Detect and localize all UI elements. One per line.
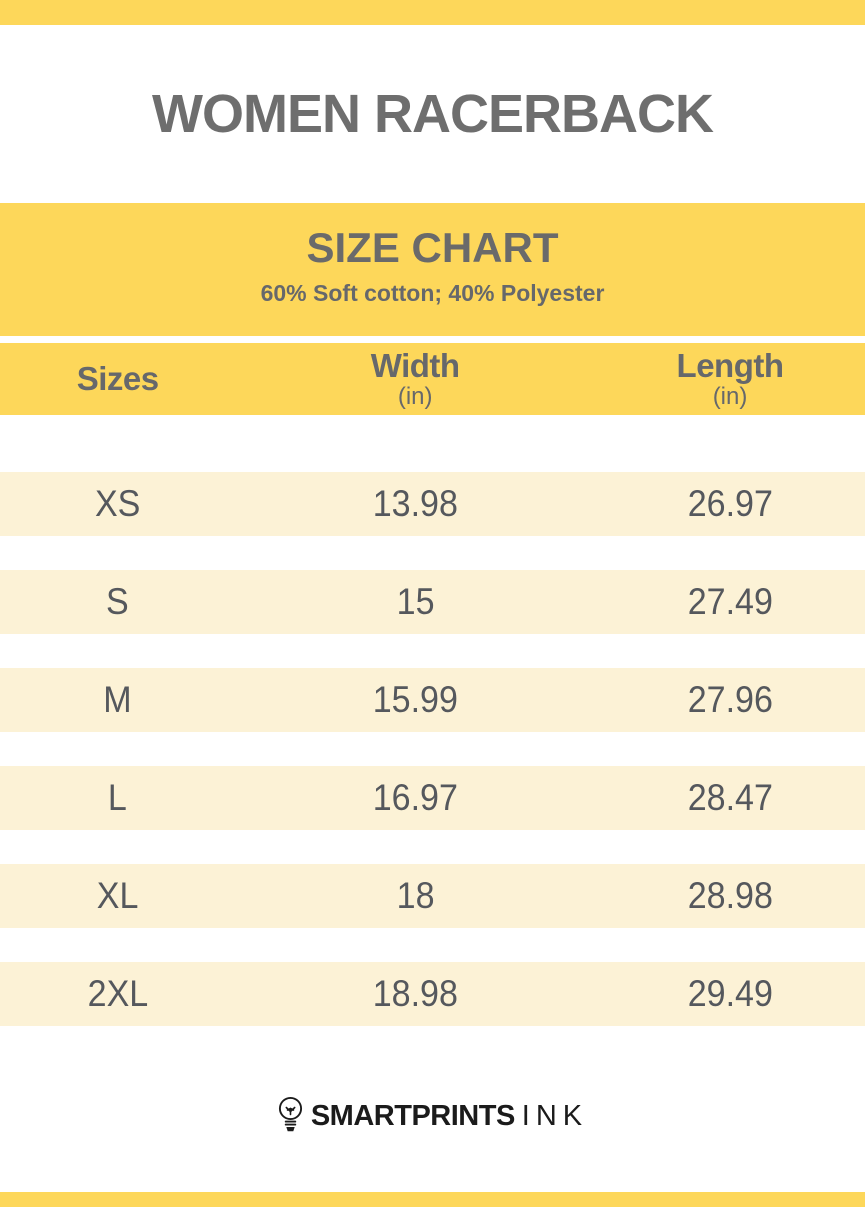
size-chart-banner: SIZE CHART 60% Soft cotton; 40% Polyeste… xyxy=(0,203,865,336)
bottom-accent-bar xyxy=(0,1192,865,1207)
size-table-body: XS 13.98 26.97 S 15 27.49 M 15.99 27.96 … xyxy=(0,472,865,1060)
length-cell: 27.96 xyxy=(687,679,773,720)
size-cell: XS xyxy=(94,483,141,524)
width-cell: 18 xyxy=(396,875,435,916)
column-header-length: Length (in) xyxy=(676,346,784,410)
size-cell: L xyxy=(108,777,128,818)
fabric-composition: 60% Soft cotton; 40% Polyester xyxy=(260,280,605,306)
brand-name-bold: SMARTPRINTS xyxy=(310,1099,515,1132)
width-cell: 16.97 xyxy=(372,777,458,818)
length-cell: 28.98 xyxy=(687,875,773,916)
table-row: 2XL 18.98 29.49 xyxy=(0,962,865,1026)
length-cell: 27.49 xyxy=(687,581,773,622)
width-cell: 18.98 xyxy=(372,973,458,1014)
column-header-width: Width (in) xyxy=(370,346,460,410)
table-row: M 15.99 27.96 xyxy=(0,668,865,732)
width-cell: 13.98 xyxy=(372,483,458,524)
table-row: XS 13.98 26.97 xyxy=(0,472,865,536)
width-cell: 15.99 xyxy=(372,679,458,720)
lightbulb-icon xyxy=(278,1096,302,1132)
top-accent-bar xyxy=(0,0,865,25)
table-row: S 15 27.49 xyxy=(0,570,865,634)
size-cell: M xyxy=(103,679,132,720)
width-cell: 15 xyxy=(396,581,435,622)
page-title: WOMEN RACERBACK xyxy=(152,84,714,144)
size-cell: XL xyxy=(96,875,139,916)
size-cell: S xyxy=(106,581,129,622)
length-cell: 28.47 xyxy=(687,777,773,818)
banner-title: SIZE CHART xyxy=(306,224,559,271)
size-cell: 2XL xyxy=(87,973,148,1014)
table-row: XL 18 28.98 xyxy=(0,864,865,928)
length-cell: 26.97 xyxy=(687,483,773,524)
table-header-row: Sizes Width (in) Length (in) xyxy=(0,343,865,415)
table-row: L 16.97 28.47 xyxy=(0,766,865,830)
column-header-sizes: Sizes xyxy=(76,360,159,397)
length-cell: 29.49 xyxy=(687,973,773,1014)
brand-name-light: INK xyxy=(521,1099,589,1132)
brand-logo: SMARTPRINTS INK xyxy=(0,1096,865,1136)
